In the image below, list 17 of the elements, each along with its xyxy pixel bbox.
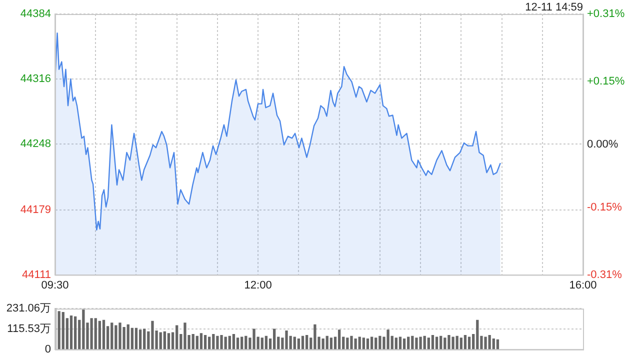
y2-tick-label: +0.31% — [587, 8, 625, 20]
y-tick-label: 115.53万 — [7, 323, 51, 336]
text: 12-11 14:59 — [525, 2, 583, 14]
y-tick-label: 44111 — [22, 268, 51, 281]
x-tick-label: 09:30 — [41, 279, 69, 292]
y-tick-label: 0 — [44, 343, 51, 356]
y2-tick-label: 0.00% — [587, 138, 618, 150]
y2-tick-label: +0.15% — [587, 75, 625, 88]
x-tick-label: 12:00 — [244, 279, 272, 292]
y-tick-label: 44384 — [20, 8, 51, 20]
y-tick-label: 44248 — [20, 138, 51, 150]
x-tick-label: 16:00 — [569, 279, 597, 292]
y-tick-label: 231.06万 — [6, 302, 51, 315]
y2-tick-label: -0.31% — [587, 268, 622, 281]
y-tick-label: 44179 — [20, 204, 51, 216]
y-tick-label: 44316 — [20, 72, 51, 85]
y2-tick-label: -0.15% — [587, 202, 622, 214]
